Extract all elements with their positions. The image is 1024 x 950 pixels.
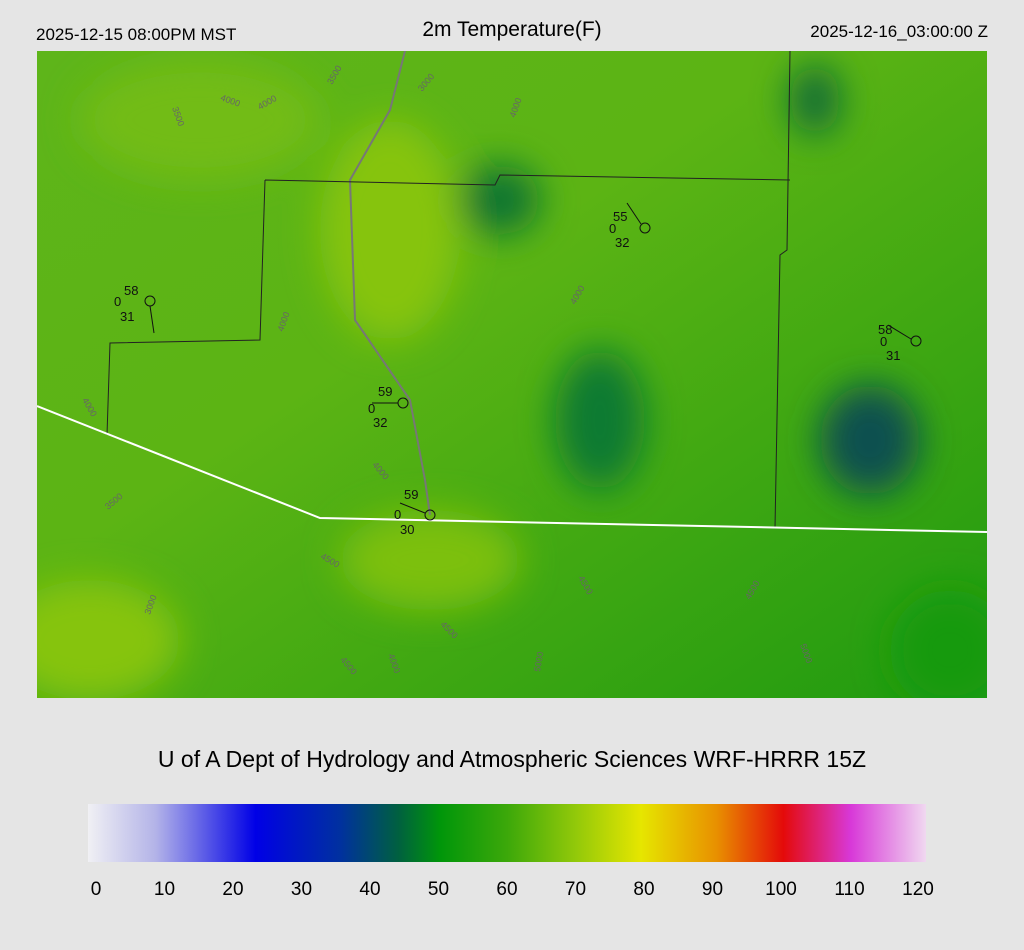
- station-dewpoint: 32: [615, 235, 629, 250]
- station-wind: 0: [609, 221, 616, 236]
- colorbar-tick-label: 20: [222, 879, 243, 900]
- station-dewpoint: 31: [886, 348, 900, 363]
- map-title: 2m Temperature(F): [422, 18, 601, 41]
- station-plots: [144, 202, 922, 521]
- colorbar-tick-label: 0: [91, 879, 102, 900]
- station-temp: 55: [613, 209, 627, 224]
- station-dewpoint: 30: [400, 522, 414, 537]
- colorbar-tick-label: 10: [154, 879, 175, 900]
- colorbar-tick-label: 30: [291, 879, 312, 900]
- station-wind: 0: [880, 334, 887, 349]
- colorbar-tick-label: 110: [834, 879, 864, 900]
- colorbar-tick-label: 40: [359, 879, 380, 900]
- contour-label: 5000: [532, 651, 545, 672]
- station-temp: 59: [404, 487, 418, 502]
- colorbar-ticks: 0 10 20 30 40 50 60 70 80 90 100 110 120: [91, 879, 934, 900]
- station-temp: 58: [124, 283, 138, 298]
- colorbar-tick-label: 120: [902, 879, 934, 900]
- colorbar-tick-label: 80: [633, 879, 654, 900]
- map: [37, 51, 987, 698]
- station-wind: 0: [368, 401, 375, 416]
- station-dewpoint: 32: [373, 415, 387, 430]
- colorbar-tick-label: 50: [428, 879, 449, 900]
- colorbar-tick-label: 60: [496, 879, 517, 900]
- colorbar-tick-label: 100: [765, 879, 797, 900]
- station-temp: 58: [878, 322, 892, 337]
- local-time: 2025-12-15 08:00PM MST: [36, 25, 236, 44]
- colorbar: [88, 804, 926, 862]
- valid-time: 2025-12-16_03:00:00 Z: [810, 22, 988, 41]
- colorbar-tick-label: 70: [565, 879, 586, 900]
- station-temp: 59: [378, 384, 392, 399]
- colorbar-tick-label: 90: [702, 879, 723, 900]
- station-wind: 0: [394, 507, 401, 522]
- station-wind: 0: [114, 294, 121, 309]
- credit: U of A Dept of Hydrology and Atmospheric…: [158, 746, 866, 772]
- station-dewpoint: 31: [120, 309, 134, 324]
- station-values: 58 0 31 55 0 32 58 0 31 59 0 32 59 0 30: [114, 209, 900, 537]
